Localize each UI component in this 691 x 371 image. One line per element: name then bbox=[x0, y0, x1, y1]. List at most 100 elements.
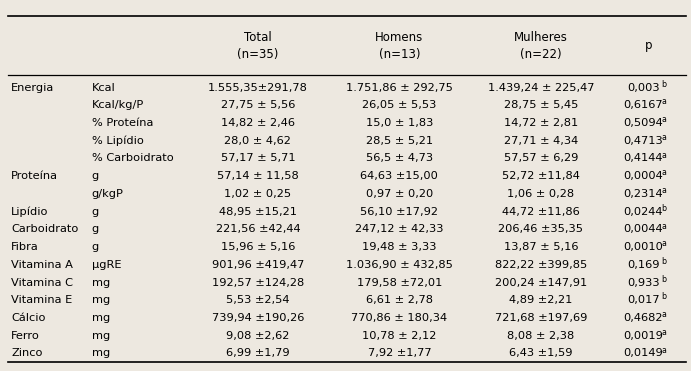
Text: 27,75 ± 5,56: 27,75 ± 5,56 bbox=[220, 100, 295, 110]
Text: g: g bbox=[92, 171, 99, 181]
Text: 52,72 ±11,84: 52,72 ±11,84 bbox=[502, 171, 580, 181]
Text: a: a bbox=[661, 98, 667, 106]
Text: 721,68 ±197,69: 721,68 ±197,69 bbox=[495, 313, 587, 323]
Text: g: g bbox=[92, 207, 99, 217]
Text: a: a bbox=[661, 310, 667, 319]
Text: 26,05 ± 5,53: 26,05 ± 5,53 bbox=[362, 100, 437, 110]
Text: Vitamina E: Vitamina E bbox=[11, 295, 73, 305]
Text: 0,0149: 0,0149 bbox=[623, 348, 663, 358]
Text: 770,86 ± 180,34: 770,86 ± 180,34 bbox=[351, 313, 448, 323]
Text: 13,87 ± 5,16: 13,87 ± 5,16 bbox=[504, 242, 578, 252]
Text: 28,0 ± 4,62: 28,0 ± 4,62 bbox=[225, 136, 292, 146]
Text: 0,97 ± 0,20: 0,97 ± 0,20 bbox=[366, 189, 433, 199]
Text: 739,94 ±190,26: 739,94 ±190,26 bbox=[211, 313, 304, 323]
Text: Zinco: Zinco bbox=[11, 348, 43, 358]
Text: 28,5 ± 5,21: 28,5 ± 5,21 bbox=[366, 136, 433, 146]
Text: 15,0 ± 1,83: 15,0 ± 1,83 bbox=[366, 118, 433, 128]
Text: a: a bbox=[661, 328, 667, 337]
Text: 4,89 ±2,21: 4,89 ±2,21 bbox=[509, 295, 573, 305]
Text: Proteína: Proteína bbox=[11, 171, 58, 181]
Text: 0,6167: 0,6167 bbox=[623, 100, 663, 110]
Text: 0,4713: 0,4713 bbox=[623, 136, 663, 146]
Text: 0,4144: 0,4144 bbox=[624, 154, 663, 164]
Text: 0,0244: 0,0244 bbox=[624, 207, 663, 217]
Text: a: a bbox=[661, 115, 667, 124]
Text: 0,0019: 0,0019 bbox=[623, 331, 663, 341]
Text: % Carboidrato: % Carboidrato bbox=[92, 154, 173, 164]
Text: p: p bbox=[645, 39, 653, 52]
Text: 15,96 ± 5,16: 15,96 ± 5,16 bbox=[220, 242, 295, 252]
Text: % Proteína: % Proteína bbox=[92, 118, 153, 128]
Text: 10,78 ± 2,12: 10,78 ± 2,12 bbox=[362, 331, 437, 341]
Text: 57,14 ± 11,58: 57,14 ± 11,58 bbox=[217, 171, 299, 181]
Text: Mulheres
(n=22): Mulheres (n=22) bbox=[514, 30, 568, 60]
Text: a: a bbox=[661, 151, 667, 160]
Text: g: g bbox=[92, 224, 99, 234]
Text: 247,12 ± 42,33: 247,12 ± 42,33 bbox=[355, 224, 444, 234]
Text: b: b bbox=[661, 80, 667, 89]
Text: 1.036,90 ± 432,85: 1.036,90 ± 432,85 bbox=[346, 260, 453, 270]
Text: 0,2314: 0,2314 bbox=[623, 189, 663, 199]
Text: Total
(n=35): Total (n=35) bbox=[237, 30, 278, 60]
Text: Cálcio: Cálcio bbox=[11, 313, 46, 323]
Text: 0,5094: 0,5094 bbox=[623, 118, 663, 128]
Text: 822,22 ±399,85: 822,22 ±399,85 bbox=[495, 260, 587, 270]
Text: a: a bbox=[661, 168, 667, 177]
Text: 0,933: 0,933 bbox=[627, 278, 660, 288]
Text: 7,92 ±1,77: 7,92 ±1,77 bbox=[368, 348, 431, 358]
Text: 6,43 ±1,59: 6,43 ±1,59 bbox=[509, 348, 573, 358]
Text: 57,57 ± 6,29: 57,57 ± 6,29 bbox=[504, 154, 578, 164]
Text: Ferro: Ferro bbox=[11, 331, 40, 341]
Text: a: a bbox=[661, 221, 667, 230]
Text: Fibra: Fibra bbox=[11, 242, 39, 252]
Text: 57,17 ± 5,71: 57,17 ± 5,71 bbox=[220, 154, 295, 164]
Text: 44,72 ±11,86: 44,72 ±11,86 bbox=[502, 207, 580, 217]
Text: 27,71 ± 4,34: 27,71 ± 4,34 bbox=[504, 136, 578, 146]
Text: b: b bbox=[661, 257, 667, 266]
Text: 48,95 ±15,21: 48,95 ±15,21 bbox=[219, 207, 297, 217]
Text: Vitamina C: Vitamina C bbox=[11, 278, 73, 288]
Text: 0,0004: 0,0004 bbox=[623, 171, 663, 181]
Text: mg: mg bbox=[92, 313, 110, 323]
Text: 206,46 ±35,35: 206,46 ±35,35 bbox=[498, 224, 583, 234]
Text: 221,56 ±42,44: 221,56 ±42,44 bbox=[216, 224, 300, 234]
Text: 6,99 ±1,79: 6,99 ±1,79 bbox=[226, 348, 290, 358]
Text: a: a bbox=[661, 345, 667, 355]
Text: 14,72 ± 2,81: 14,72 ± 2,81 bbox=[504, 118, 578, 128]
Text: 1.555,35±291,78: 1.555,35±291,78 bbox=[208, 83, 307, 93]
Text: 0,169: 0,169 bbox=[627, 260, 660, 270]
Text: a: a bbox=[661, 239, 667, 248]
Text: 9,08 ±2,62: 9,08 ±2,62 bbox=[226, 331, 290, 341]
Text: mg: mg bbox=[92, 331, 110, 341]
Text: Kcal/kg/P: Kcal/kg/P bbox=[92, 100, 144, 110]
Text: 1.439,24 ± 225,47: 1.439,24 ± 225,47 bbox=[488, 83, 594, 93]
Text: mg: mg bbox=[92, 348, 110, 358]
Text: 5,53 ±2,54: 5,53 ±2,54 bbox=[226, 295, 290, 305]
Text: Energia: Energia bbox=[11, 83, 55, 93]
Text: Carboidrato: Carboidrato bbox=[11, 224, 78, 234]
Text: 192,57 ±124,28: 192,57 ±124,28 bbox=[211, 278, 304, 288]
Text: 901,96 ±419,47: 901,96 ±419,47 bbox=[211, 260, 304, 270]
Text: g: g bbox=[92, 242, 99, 252]
Text: 56,5 ± 4,73: 56,5 ± 4,73 bbox=[366, 154, 433, 164]
Text: 200,24 ±147,91: 200,24 ±147,91 bbox=[495, 278, 587, 288]
Text: Kcal: Kcal bbox=[92, 83, 115, 93]
Text: b: b bbox=[661, 275, 667, 284]
Text: 1,06 ± 0,28: 1,06 ± 0,28 bbox=[507, 189, 574, 199]
Text: g/kgP: g/kgP bbox=[92, 189, 124, 199]
Text: mg: mg bbox=[92, 278, 110, 288]
Text: b: b bbox=[661, 292, 667, 301]
Text: 0,0010: 0,0010 bbox=[623, 242, 663, 252]
Text: 28,75 ± 5,45: 28,75 ± 5,45 bbox=[504, 100, 578, 110]
Text: mg: mg bbox=[92, 295, 110, 305]
Text: b: b bbox=[661, 204, 667, 213]
Text: 0,003: 0,003 bbox=[627, 83, 660, 93]
Text: 1.751,86 ± 292,75: 1.751,86 ± 292,75 bbox=[346, 83, 453, 93]
Text: 64,63 ±15,00: 64,63 ±15,00 bbox=[361, 171, 438, 181]
Text: 56,10 ±17,92: 56,10 ±17,92 bbox=[361, 207, 438, 217]
Text: Vitamina A: Vitamina A bbox=[11, 260, 73, 270]
Text: 0,017: 0,017 bbox=[627, 295, 660, 305]
Text: μgRE: μgRE bbox=[92, 260, 121, 270]
Text: a: a bbox=[661, 133, 667, 142]
Text: 14,82 ± 2,46: 14,82 ± 2,46 bbox=[221, 118, 295, 128]
